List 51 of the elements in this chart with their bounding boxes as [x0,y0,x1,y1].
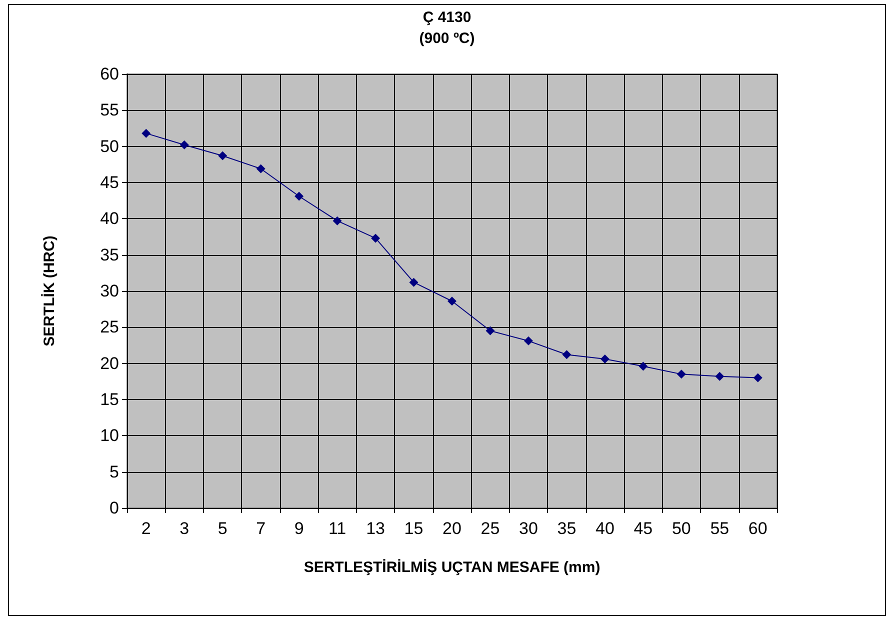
x-tick-label: 45 [634,519,653,538]
point [753,373,762,382]
x-tick-label: 5 [218,519,228,538]
y-tick-label: 50 [100,136,119,156]
y-tick-label: 25 [100,318,119,337]
x-tick-label: 7 [256,519,266,538]
y-tick-label: 30 [100,282,119,300]
y-tick-label: 20 [100,354,119,373]
point [180,140,189,150]
point [638,362,648,371]
y-tick-label: 10 [100,426,119,446]
x-tick-label: 30 [519,519,538,538]
x-axis-title: SERTLEŞTİRİLMİŞ UÇTAN MESAFE (mm) [304,559,600,576]
x-tick-label: 11 [328,519,346,538]
point [371,234,380,243]
x-tick-label: 20 [442,519,462,538]
point [142,128,151,138]
point [294,192,304,201]
point [332,216,342,226]
point [256,164,266,174]
point [218,151,228,160]
y-axis-title: SERTLİK (HRC) [41,236,58,346]
x-tick-label: 55 [710,519,730,538]
y-tick-label: 35 [100,245,119,264]
point [409,278,418,287]
y-tick-label: 45 [100,173,119,192]
point [715,372,724,381]
point [486,326,495,336]
x-tick-label: 60 [748,519,768,538]
point [448,296,456,306]
x-tick-label: 2 [141,519,151,538]
x-tick-label: 35 [557,519,576,538]
y-tick-label: 5 [110,462,119,482]
x-tick-label: 13 [366,519,385,538]
x-tick-label: 9 [294,519,304,538]
point [562,350,572,360]
x-tick-label: 50 [672,519,691,538]
y-tick-label: 15 [100,390,119,409]
chart-title: Ç 4130 [422,9,472,26]
point [600,354,610,364]
y-tick-label: 55 [100,100,119,120]
x-tick-label: 25 [480,519,500,538]
y-tick-label: 40 [100,209,119,228]
point [524,336,533,346]
point [676,370,686,379]
x-tick-label: 3 [180,519,190,538]
y-tick-label: 0 [110,498,119,518]
x-tick-label: 40 [595,519,614,538]
chart-subtitle: (900 ºC) [419,30,475,47]
x-tick-label: 15 [404,519,424,538]
y-tick-label: 60 [100,64,119,84]
